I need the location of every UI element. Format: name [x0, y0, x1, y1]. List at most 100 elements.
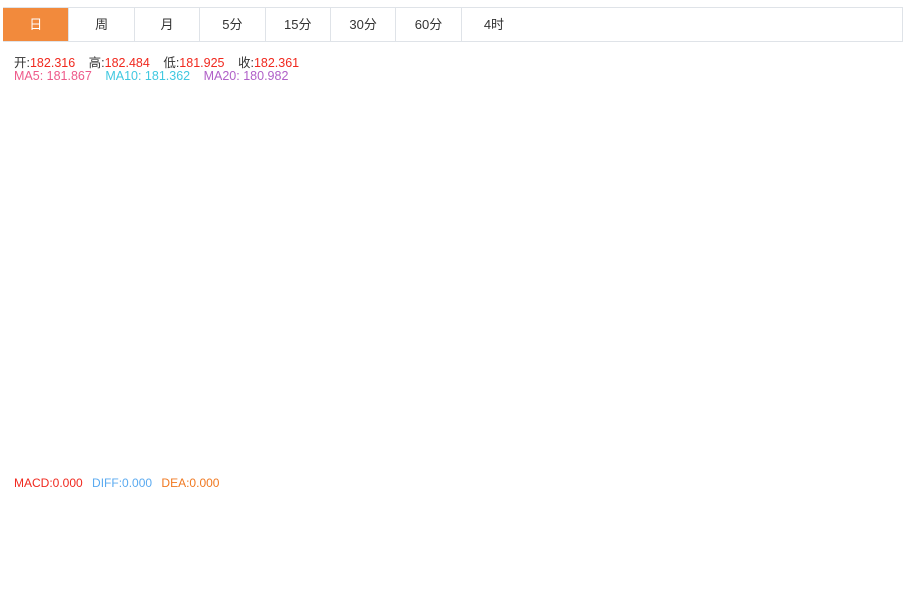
- candle-up: [338, 282, 348, 312]
- candle-up: [74, 363, 84, 365]
- tab-3[interactable]: 5分: [199, 8, 264, 41]
- candle-up: [758, 100, 768, 134]
- macd-bar-positive: [626, 514, 636, 527]
- candle-up: [26, 382, 36, 387]
- macd-bar-positive: [338, 521, 348, 527]
- close-label: 收:: [237, 56, 254, 70]
- macd-bar-positive: [2, 526, 12, 528]
- macd-bar-positive: [374, 513, 384, 527]
- price-tick-label: 175.557: [839, 334, 883, 348]
- candle-up: [710, 142, 720, 146]
- candle-up: [314, 317, 324, 345]
- open-value: 182.316: [29, 56, 76, 70]
- macd-bar-positive: [362, 514, 372, 527]
- price-tick-label: 173.864: [839, 394, 883, 408]
- diff-value: DIFF:0.000: [92, 476, 153, 490]
- candle-down: [206, 293, 216, 337]
- candle-down: [218, 333, 228, 335]
- macd-bar-negative: [458, 526, 468, 533]
- candle-up: [566, 186, 576, 199]
- ma10-line: [6, 135, 788, 405]
- price-tick-label: 178.097: [839, 244, 883, 258]
- low-label: 低:: [163, 56, 180, 70]
- macd-bar-negative: [326, 526, 336, 528]
- current-price-label: 182.361: [839, 94, 883, 108]
- macd-bar-positive: [26, 521, 36, 527]
- low-value: 181.925: [179, 56, 225, 70]
- macd-bar-negative: [482, 526, 492, 538]
- macd-bar-positive: [266, 521, 276, 527]
- candle-up: [326, 310, 336, 319]
- macd-bar-positive: [74, 516, 84, 527]
- candle-up: [602, 130, 612, 140]
- tab-0[interactable]: 日: [3, 8, 69, 41]
- ma5-value: MA5: 181.867: [14, 69, 92, 83]
- macd-bar-positive: [242, 513, 252, 527]
- price-tick-label: 181.484: [839, 124, 883, 138]
- price-tick-label: 176.404: [839, 304, 883, 318]
- tab-7[interactable]: 4时: [460, 8, 526, 41]
- macd-bar-positive: [662, 519, 672, 527]
- candle-up: [14, 384, 24, 410]
- candle-up: [530, 203, 540, 237]
- candle-up: [590, 138, 600, 183]
- macd-bar-positive: [410, 518, 420, 527]
- candle-up: [470, 287, 480, 312]
- macd-bar-positive: [38, 519, 48, 527]
- macd-bar-positive: [554, 513, 564, 527]
- macd-bar-positive: [218, 508, 228, 527]
- macd-bar-negative: [734, 526, 744, 536]
- macd-bar-negative: [146, 526, 156, 540]
- macd-bar-negative: [686, 526, 696, 529]
- macd-bar-negative: [518, 526, 528, 528]
- macd-bar-negative: [470, 526, 480, 535]
- candle-down: [614, 129, 624, 184]
- tab-5[interactable]: 30分: [329, 8, 395, 41]
- price-tick-label: 178.944: [839, 214, 883, 228]
- candle-up: [62, 362, 72, 372]
- candle-up: [698, 145, 708, 170]
- macd-bar-negative: [746, 526, 756, 534]
- candle-up: [134, 427, 144, 452]
- macd-bar-negative: [710, 526, 720, 530]
- tab-1[interactable]: 周: [68, 8, 133, 41]
- candle-down: [674, 142, 684, 148]
- macd-bar-positive: [62, 517, 72, 527]
- price-tick-label: 179.791: [839, 184, 883, 198]
- macd-bar-negative: [758, 526, 768, 529]
- ohlc-legend: 开:182.316 高:182.484 低:181.925 收:182.361: [14, 52, 309, 71]
- candle-up: [578, 181, 588, 188]
- tab-2[interactable]: 月: [133, 8, 199, 41]
- candle-up: [170, 288, 180, 327]
- macd-tick-label: -0.105: [839, 525, 873, 539]
- ma5-line: [6, 116, 788, 436]
- candle-down: [98, 389, 108, 417]
- macd-bar-positive: [194, 497, 204, 527]
- macd-bar-positive: [50, 518, 60, 527]
- candle-up: [302, 344, 312, 347]
- macd-bar-positive: [86, 520, 96, 527]
- candle-up: [542, 192, 552, 205]
- candle-up: [362, 263, 372, 265]
- macd-bar-negative: [134, 526, 144, 541]
- macd-bar-negative: [122, 526, 132, 541]
- macd-bar-positive: [674, 522, 684, 527]
- macd-bar-positive: [590, 507, 600, 527]
- macd-bar-negative: [698, 526, 708, 530]
- close-value: 182.361: [253, 56, 300, 70]
- macd-legend: MACD:0.000 DIFF:0.000 DEA:0.000: [14, 476, 229, 490]
- candle-down: [638, 159, 648, 170]
- macd-bar-positive: [386, 517, 396, 527]
- candle-down: [662, 134, 672, 142]
- candle-up: [626, 158, 636, 184]
- macd-tick-label: -1.237: [839, 584, 873, 598]
- tab-6[interactable]: 60分: [395, 8, 460, 41]
- macd-bar-positive: [566, 512, 576, 527]
- price-tick-label: 173.017: [839, 424, 883, 438]
- candle-up: [2, 403, 12, 406]
- macd-bar-positive: [398, 520, 408, 527]
- candle-down: [194, 276, 204, 291]
- tab-4[interactable]: 15分: [264, 8, 330, 41]
- macd-bar-positive: [542, 514, 552, 527]
